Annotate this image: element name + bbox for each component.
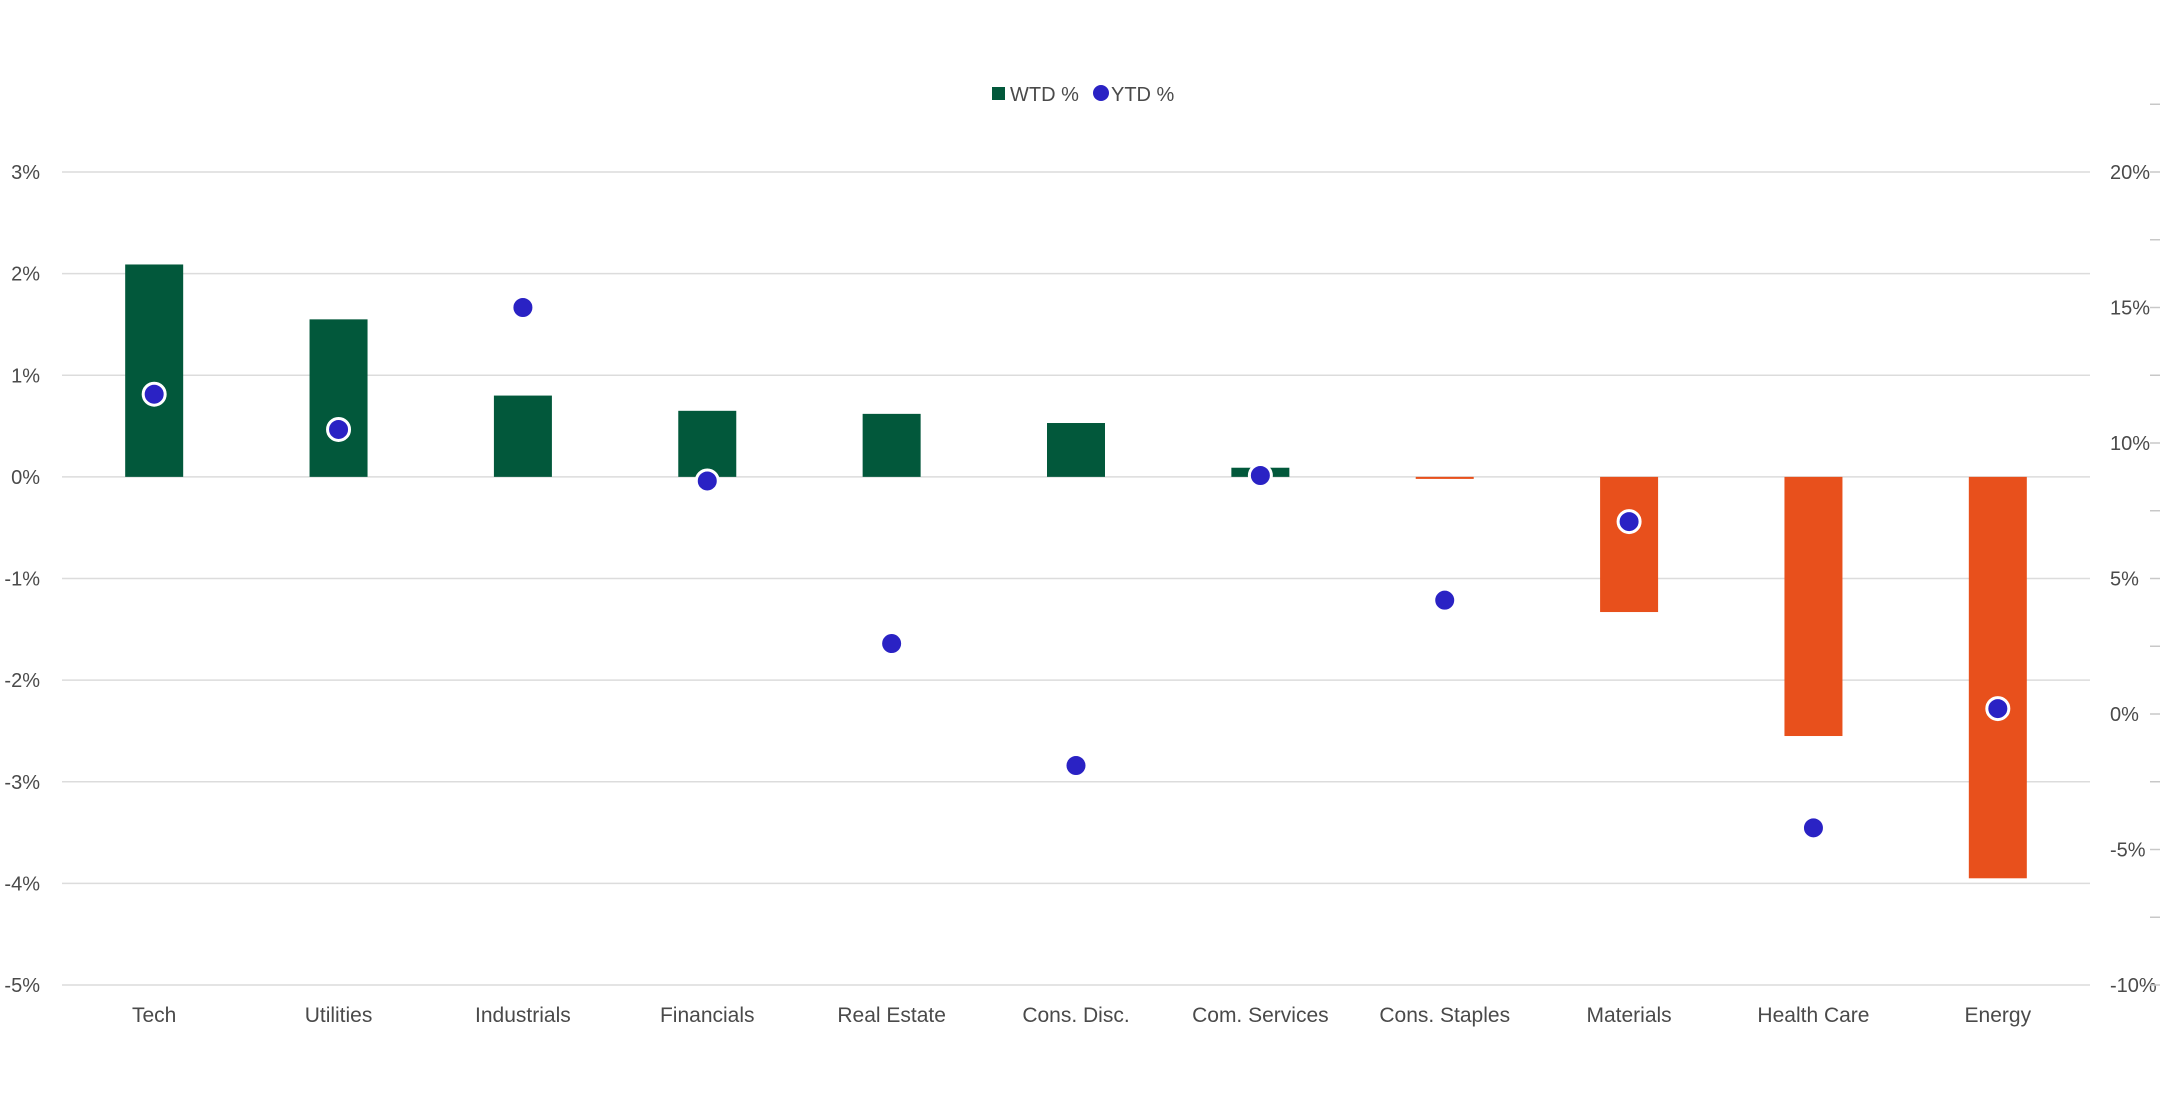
right-tick-label: -5% [2110,840,2146,862]
bar-financials [678,410,737,477]
right-tick-label: 20% [2110,162,2150,184]
left-tick-label: 0% [11,467,40,489]
bar-real-estate [862,413,921,477]
bar-cons-disc [1047,423,1105,477]
left-tick-label: -4% [4,873,40,895]
dot-utilities [326,416,352,442]
dot-energy [1985,696,2011,722]
left-tick-label: 2% [11,264,40,286]
left-tick-label: 3% [11,162,40,184]
bar-materials [1600,476,1659,613]
dot-real-estate [879,631,905,657]
category-label: Materials [1586,1004,1671,1027]
dot-industrials [510,295,536,320]
dot-materials [1616,509,1642,535]
legend-wtd-swatch [992,87,1005,100]
right-y-axis: 20% 15% 10% 5% 0% -5% -10% [2110,103,2160,997]
dot-health-care [1800,815,1826,841]
category-label: Cons. Disc. [1022,1004,1129,1027]
left-tick-label: -3% [4,772,40,794]
right-tick-label: 10% [2110,433,2150,455]
category-label: Health Care [1757,1004,1869,1027]
gridlines [62,171,2090,986]
bar-energy [1968,476,2027,879]
dot-com-services [1247,463,1273,489]
category-label: Energy [1965,1004,2032,1027]
category-label: Com. Services [1192,1004,1329,1027]
legend-wtd-label: WTD % [1010,84,1079,106]
category-labels: Tech Utilities Industrials Financials Real E… [132,1004,2032,1027]
bar-tech [125,264,184,477]
category-label: Cons. Staples [1379,1004,1510,1027]
dot-cons-staples [1432,587,1458,613]
wtd-bars [125,264,2027,879]
right-tick-label: -10% [2110,975,2157,997]
category-label: Real Estate [837,1004,946,1027]
bar-health-care [1784,476,1843,737]
right-tick-label: 0% [2110,704,2139,726]
left-tick-label: 1% [11,365,40,387]
bar-cons-staples [1415,476,1474,479]
category-label: Tech [132,1004,176,1027]
left-tick-label: -2% [4,670,40,692]
dot-cons-disc [1063,752,1089,778]
dot-tech [141,381,167,407]
left-tick-label: -1% [4,569,40,591]
category-label: Industrials [475,1004,571,1027]
legend: WTD % YTD % [992,84,1175,106]
category-label: Utilities [305,1004,373,1027]
bar-utilities [309,319,368,477]
right-tick-label: 15% [2110,298,2150,320]
bar-industrials [493,395,552,477]
category-label: Financials [660,1004,755,1027]
legend-ytd-swatch [1093,85,1109,101]
ytd-dots [141,295,2011,841]
right-tick-label: 5% [2110,569,2139,591]
dot-financials [694,468,720,494]
left-tick-label: -5% [4,975,40,997]
legend-ytd-label: YTD % [1111,84,1175,106]
left-y-axis: 3% 2% 1% 0% -1% -2% -3% -4% -5% [4,162,40,997]
